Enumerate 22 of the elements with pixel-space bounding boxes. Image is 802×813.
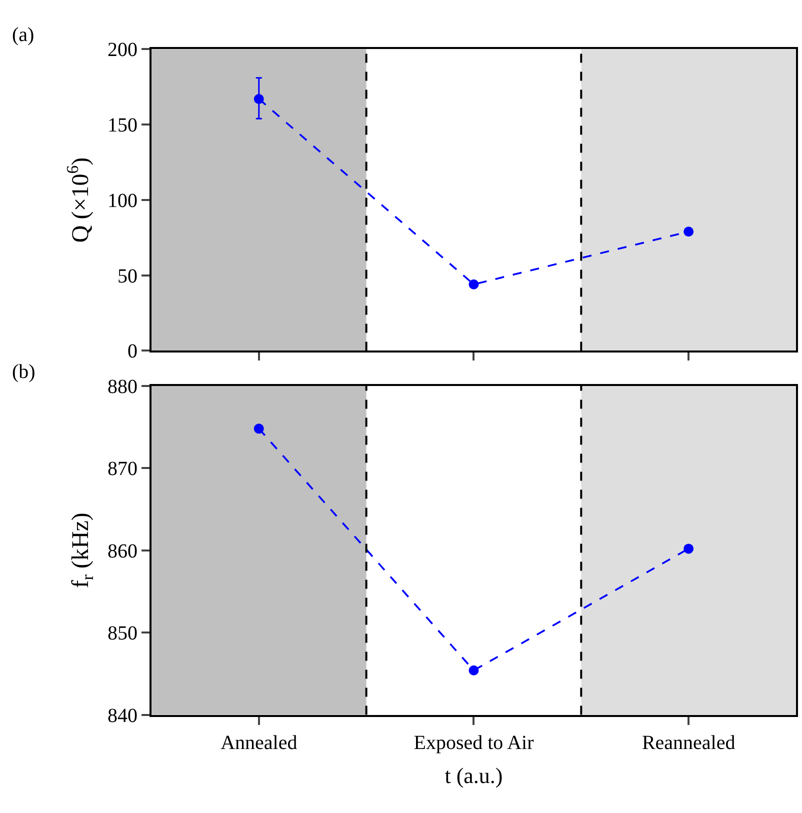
x-tick-label: Annealed [220, 732, 298, 754]
x-axis-title: t (a.u.) [444, 763, 503, 788]
y-tick-label: 880 [107, 376, 138, 398]
y-tick-label: 850 [107, 622, 138, 645]
x-tick-label: Reannealed [642, 732, 736, 754]
y-tick-label: 860 [107, 540, 138, 562]
point [468, 279, 479, 290]
y-tick-label: 200 [107, 39, 138, 62]
y-tick-label: 50 [117, 265, 138, 288]
point [684, 544, 694, 554]
point [254, 94, 264, 104]
point [468, 665, 479, 676]
x-tick-label: Exposed to Air [414, 732, 534, 754]
y-tick-label: 0 [127, 340, 138, 363]
y-tick-label: 840 [107, 704, 138, 727]
point [254, 424, 264, 434]
y-tick-label: 100 [107, 190, 138, 212]
point [684, 226, 694, 237]
text: (a) [12, 24, 34, 46]
text: (b) [12, 361, 36, 383]
y-tick-label: 150 [107, 114, 138, 137]
y-tick-label: 870 [107, 458, 138, 480]
